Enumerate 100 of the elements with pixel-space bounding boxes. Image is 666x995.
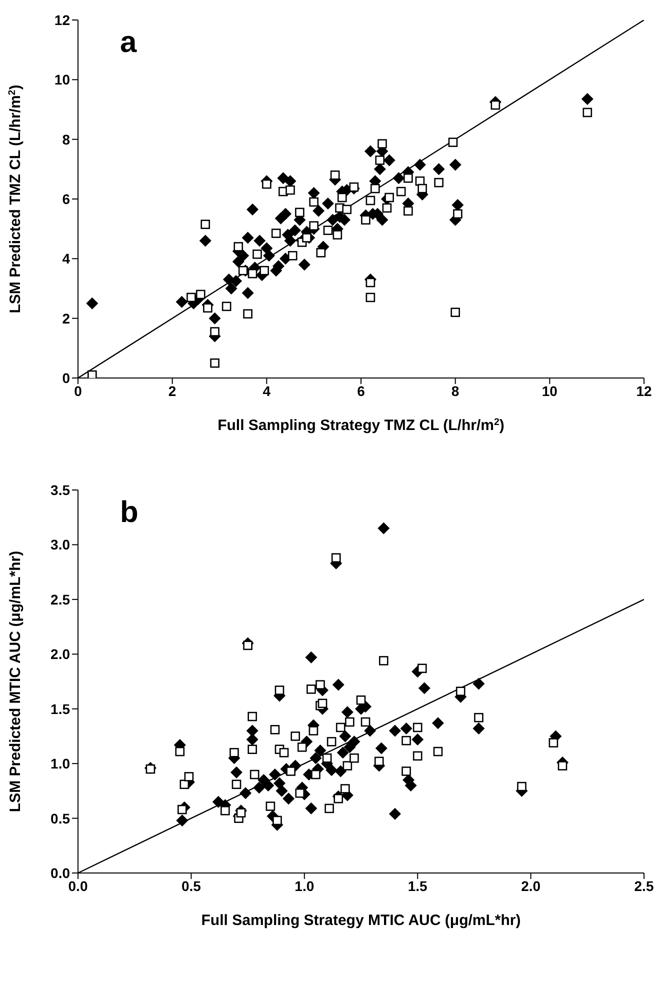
point [337,192,347,202]
point [322,753,332,763]
y-tick-label: 0.0 [50,864,70,881]
point [412,751,422,761]
point [243,309,252,319]
point [248,744,257,754]
point [232,780,242,790]
point [220,806,230,816]
point [295,788,305,798]
point [236,808,246,818]
point [306,684,316,694]
point [274,686,284,695]
point [266,802,276,811]
y-tick-label: 0.5 [50,810,70,826]
point [490,100,500,110]
point [316,248,326,258]
x-tick-label: 8 [451,382,460,399]
point [375,156,385,165]
point [417,664,427,674]
point [200,220,210,230]
x-axis-title: Full Sampling Strategy MTIC AUC (μg/mL*hr) [201,912,521,929]
point [302,233,312,242]
point [336,722,346,732]
x-tick-label: 2 [168,382,176,399]
point [360,717,370,727]
chart-title: a [120,26,137,60]
point [271,228,281,238]
point [450,308,460,318]
y-tick-label: 10 [54,72,70,88]
point [396,186,406,196]
point [230,748,239,758]
y-tick-label: 2 [62,310,70,326]
point [548,738,558,748]
y-tick-label: 1.0 [50,756,70,772]
point [243,640,252,650]
point [378,139,387,148]
point [210,327,220,336]
point [311,770,320,780]
point [402,766,411,776]
point [434,178,444,188]
point [342,204,352,214]
point [260,266,269,276]
x-tick-label: 0.5 [181,878,202,894]
x-tick-label: 6 [357,382,366,399]
point [356,695,366,705]
point [448,138,458,147]
point [361,215,370,225]
point [384,192,394,202]
x-tick-label: 4 [262,382,271,399]
point [248,268,258,278]
point [382,203,392,213]
point [175,746,185,756]
point [349,182,359,192]
x-tick-label: 10 [542,382,558,399]
point [378,656,388,666]
x-tick-label: 2.0 [521,878,541,894]
point [286,766,296,776]
point [279,748,289,758]
point [582,108,592,118]
chart-title: b [120,496,138,530]
point [433,746,443,756]
y-axis-title: LSM Predicted MTIC AUC (μg/mL*hr) [7,550,24,812]
point [324,804,334,814]
point [177,804,187,814]
point [290,732,300,741]
point [370,184,380,194]
point [270,725,280,734]
y-tick-label: 8 [62,131,70,148]
point [238,266,248,276]
point [184,772,194,782]
point [222,302,232,312]
y-tick-label: 3.5 [50,482,70,498]
point [295,208,304,218]
y-tick-label: 6 [62,190,70,207]
point [402,736,411,746]
point [309,221,318,230]
point [404,173,413,183]
point [342,761,352,770]
point [146,764,156,774]
y-tick-label: 1.5 [50,700,70,717]
x-tick-label: 12 [636,382,652,399]
point [558,761,568,770]
point [297,742,307,752]
point [345,717,354,727]
y-tick-label: 2.0 [50,646,70,662]
point [180,780,190,790]
point [286,185,295,195]
point [262,179,272,189]
point [272,816,282,826]
point [474,712,484,722]
point [517,782,526,792]
x-tick-label: 0 [74,382,82,399]
point [326,737,336,746]
point [330,170,340,180]
y-tick-label: 12 [54,12,70,28]
point [323,226,333,235]
point [196,290,206,300]
point [248,712,257,722]
point [366,292,376,302]
point [350,753,359,763]
